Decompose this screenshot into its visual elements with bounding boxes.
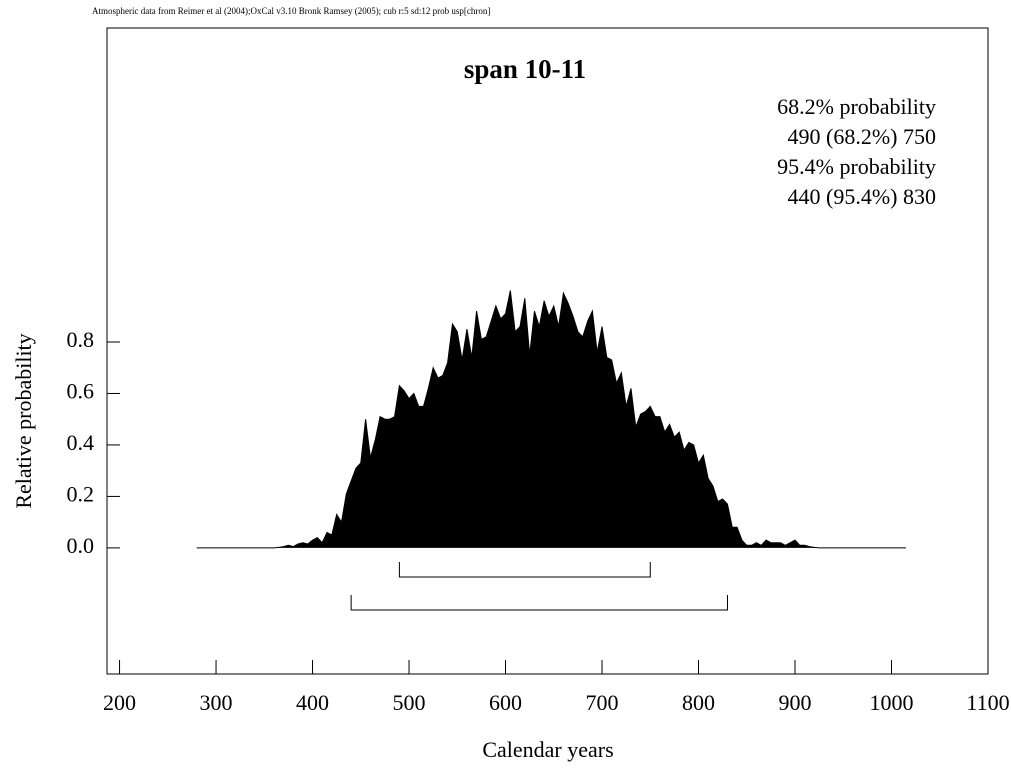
x-axis-label: Calendar years: [482, 737, 613, 762]
x-tick-label: 200: [103, 690, 136, 715]
chart-title: span 10-11: [464, 54, 586, 84]
x-tick-label: 600: [489, 690, 522, 715]
y-axis-label: Relative probability: [11, 333, 36, 508]
y-tick-label: 0.8: [67, 327, 95, 352]
probability-area: [196, 290, 906, 549]
x-tick-label: 900: [779, 690, 812, 715]
y-tick-label: 0.4: [67, 430, 95, 455]
x-tick-label: 1000: [870, 690, 914, 715]
y-tick-label: 0.0: [67, 533, 95, 558]
annotation: 68.2% probability: [777, 94, 936, 119]
y-tick-label: 0.6: [67, 379, 95, 404]
y-tick-label: 0.2: [67, 481, 95, 506]
x-tick-label: 1100: [966, 690, 1009, 715]
annotation: 95.4% probability: [777, 154, 936, 179]
range-bracket: [350, 595, 728, 611]
x-tick-label: 400: [296, 690, 329, 715]
annotation: 490 (68.2%) 750: [788, 124, 936, 149]
plot-frame: [106, 27, 989, 675]
x-tick-label: 700: [586, 690, 619, 715]
annotation: 440 (95.4%) 830: [788, 184, 936, 209]
x-tick-label: 800: [682, 690, 715, 715]
chart-subtitle: Atmospheric data from Reimer et al (2004…: [92, 6, 490, 16]
range-bracket: [398, 562, 651, 578]
x-tick-label: 300: [200, 690, 233, 715]
x-tick-label: 500: [393, 690, 426, 715]
